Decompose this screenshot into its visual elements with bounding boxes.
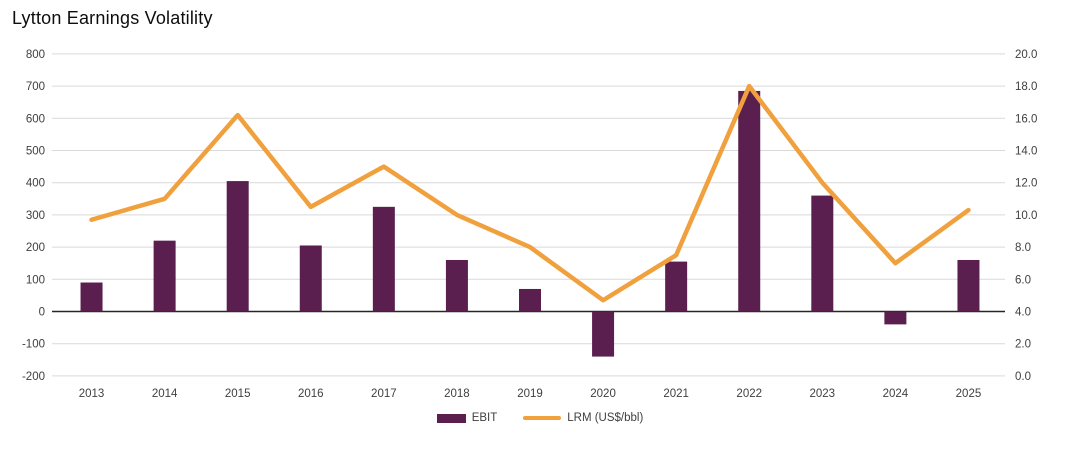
ebit-bar-2017 [372, 206, 395, 312]
x-tick-label: 2018 [444, 388, 470, 400]
y-left-tick-label: 400 [26, 178, 45, 190]
ebit-bar-2022 [738, 90, 761, 312]
legend: EBIT LRM (US$/bbl) [0, 412, 1080, 424]
ebit-bar-swatch-icon [436, 413, 466, 423]
ebit-bar-2021 [665, 261, 688, 312]
y-left-tick-label: 300 [26, 210, 45, 222]
x-tick-label: 2013 [79, 388, 105, 400]
y-left-tick-label: 200 [26, 242, 45, 254]
x-tick-label: 2019 [517, 388, 543, 400]
y-right-tick-label: 8.0 [1015, 242, 1031, 254]
y-right-tick-label: 14.0 [1015, 146, 1037, 158]
ebit-bar-2025 [957, 259, 980, 312]
y-right-tick-label: 4.0 [1015, 307, 1031, 319]
y-left-tick-label: 700 [26, 81, 45, 93]
y-right-tick-label: 18.0 [1015, 81, 1037, 93]
legend-label-ebit: EBIT [471, 412, 498, 424]
x-tick-label: 2017 [371, 388, 397, 400]
x-tick-label: 2024 [883, 388, 909, 400]
y-left-tick-label: 500 [26, 146, 45, 158]
y-left-tick-label: -200 [22, 371, 45, 383]
x-tick-label: 2023 [810, 388, 836, 400]
y-right-tick-label: 2.0 [1015, 339, 1031, 351]
ebit-bar-2014 [153, 240, 176, 312]
y-left-tick-label: 0 [39, 307, 45, 319]
lrm-line-swatch-icon [523, 416, 562, 420]
y-left-tick-label: -100 [22, 339, 45, 351]
x-tick-label: 2014 [152, 388, 178, 400]
legend-item-lrm: LRM (US$/bbl) [523, 412, 643, 424]
ebit-bar-2015 [226, 181, 249, 312]
lrm-line-series [89, 83, 971, 303]
x-tick-label: 2025 [956, 388, 982, 400]
ebit-bar-2013 [80, 282, 103, 312]
ebit-bar-2018 [445, 259, 468, 312]
ebit-bar-2016 [299, 245, 322, 312]
ebit-bar-2024 [884, 311, 907, 325]
x-tick-label: 2022 [736, 388, 762, 400]
x-tick-label: 2016 [298, 388, 324, 400]
y-right-tick-label: 6.0 [1015, 274, 1031, 286]
ebit-bar-2019 [519, 288, 541, 312]
x-tick-label: 2015 [225, 388, 251, 400]
y-right-tick-label: 10.0 [1015, 210, 1037, 222]
y-right-tick-label: 16.0 [1015, 113, 1037, 125]
y-left-tick-label: 100 [26, 274, 45, 286]
legend-label-lrm: LRM (US$/bbl) [567, 412, 644, 424]
y-left-tick-label: 600 [26, 113, 45, 125]
legend-item-ebit: EBIT [436, 412, 498, 424]
ebit-bar-2020 [592, 311, 615, 357]
ebit-bar-2023 [811, 195, 834, 312]
y-right-tick-label: 0.0 [1015, 371, 1031, 383]
y-right-tick-label: 12.0 [1015, 178, 1037, 190]
x-tick-label: 2020 [590, 388, 616, 400]
x-tick-label: 2021 [663, 388, 689, 400]
chart-title: Lytton Earnings Volatility [12, 8, 213, 28]
y-right-tick-label: 20.0 [1015, 49, 1037, 61]
y-left-tick-label: 800 [26, 49, 45, 61]
